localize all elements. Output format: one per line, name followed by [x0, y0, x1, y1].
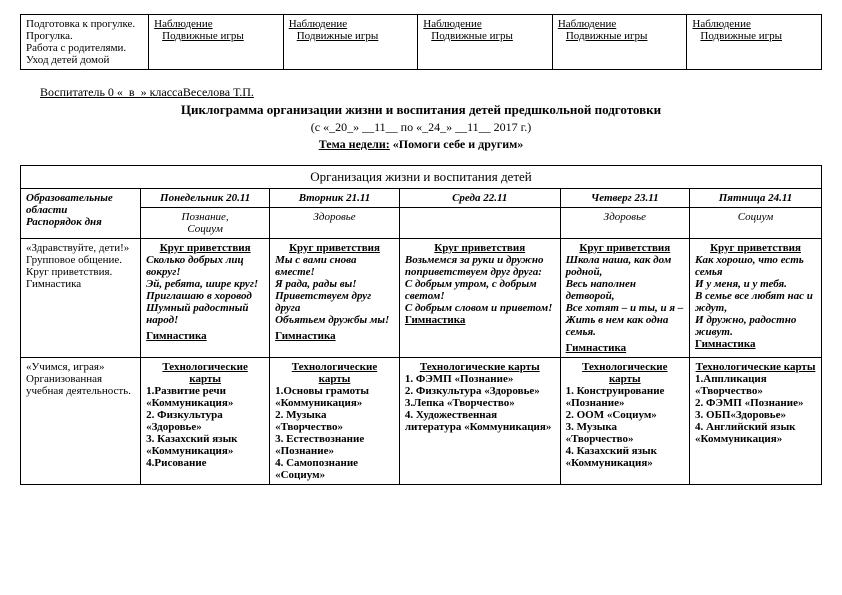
gym-label: Гимнастика [695, 338, 816, 350]
tech-label: Технологические карты [275, 361, 394, 385]
games-label: Подвижные игры [154, 30, 244, 42]
tech-tue: Технологические карты 1.Основы грамоты «… [270, 357, 400, 484]
obs-label: Наблюдение [558, 18, 616, 30]
domain-wed [399, 207, 560, 238]
greet-thu: Круг приветствия Школа наша, как дом род… [560, 238, 689, 357]
week-label: Тема недели: [319, 137, 390, 151]
greet-label: Круг приветствия [695, 242, 816, 254]
row1-left: «Здравствуйте, дети!» Групповое общение.… [21, 238, 141, 357]
greet-text: Как хорошо, что есть семьяИ у меня, и у … [695, 254, 816, 338]
greet-label: Круг приветствия [146, 242, 264, 254]
domain-tue: Здоровье [270, 207, 400, 238]
games-label: Подвижные игры [423, 30, 513, 42]
schedule-table: Организация жизни и воспитания детей Обр… [20, 165, 822, 485]
obs-cell-5: Наблюдение Подвижные игры [687, 15, 822, 70]
greet-text: Возьмемся за руки и дружно поприветствуе… [405, 254, 555, 314]
top-left-cell: Подготовка к прогулке.Прогулка.Работа с … [21, 15, 149, 70]
tech-mon: Технологические карты 1.Развитие речи «К… [141, 357, 270, 484]
tech-thu: Технологические карты 1. Конструирование… [560, 357, 689, 484]
tech-text: 1.Основы грамоты «Коммуникация»2. Музыка… [275, 385, 394, 481]
tech-fri: Технологические карты 1.Аппликация «Твор… [690, 357, 822, 484]
tech-text: 1. Конструирование «Познание»2. ООМ «Соц… [566, 385, 684, 469]
tech-label: Технологические карты [146, 361, 264, 385]
obs-cell-3: Наблюдение Подвижные игры [418, 15, 553, 70]
teacher-line: Воспитатель 0 «_в_» классаВеселова Т.П. [20, 84, 822, 101]
col0-header: Образовательные областиРаспорядок дня [21, 188, 141, 238]
gym-label: Гимнастика [146, 330, 264, 342]
tech-label: Технологические карты [566, 361, 684, 385]
obs-label: Наблюдение [423, 18, 481, 30]
doc-title: Циклограмма организации жизни и воспитан… [20, 101, 822, 119]
domain-mon: Познание,Социум [141, 207, 270, 238]
row2-left: «Учимся, играя»Организованная учебная де… [21, 357, 141, 484]
gym-label: Гимнастика [566, 342, 684, 354]
obs-cell-1: Наблюдение Подвижные игры [149, 15, 284, 70]
org-title: Организация жизни и воспитания детей [21, 165, 822, 188]
day-mon: Понедельник 20.11 [141, 188, 270, 207]
domain-fri: Социум [690, 207, 822, 238]
games-label: Подвижные игры [289, 30, 379, 42]
tech-text: 1.Развитие речи «Коммуникация»2. Физкуль… [146, 385, 264, 469]
day-fri: Пятница 24.11 [690, 188, 822, 207]
games-label: Подвижные игры [692, 30, 782, 42]
greet-tue: Круг приветствия Мы с вами снова вместе!… [270, 238, 400, 357]
header-block: Воспитатель 0 «_в_» классаВеселова Т.П. … [20, 84, 822, 153]
gym-label: Гимнастика [275, 330, 394, 342]
obs-cell-4: Наблюдение Подвижные игры [552, 15, 687, 70]
greet-mon: Круг приветствия Сколько добрых лиц вокр… [141, 238, 270, 357]
games-label: Подвижные игры [558, 30, 648, 42]
greet-label: Круг приветствия [405, 242, 555, 254]
greet-label: Круг приветствия [275, 242, 394, 254]
greet-text: Сколько добрых лиц вокруг!Эй, ребята, ши… [146, 254, 264, 326]
obs-cell-2: Наблюдение Подвижные игры [283, 15, 418, 70]
greet-text: Мы с вами снова вместе!Я рада, рады вы!П… [275, 254, 394, 326]
greet-fri: Круг приветствия Как хорошо, что есть се… [690, 238, 822, 357]
tech-label: Технологические карты [695, 361, 816, 373]
greet-wed: Круг приветствия Возьмемся за руки и дру… [399, 238, 560, 357]
obs-label: Наблюдение [692, 18, 750, 30]
day-thu: Четверг 23.11 [560, 188, 689, 207]
week-theme: «Помоги себе и другим» [393, 137, 524, 151]
obs-label: Наблюдение [289, 18, 347, 30]
obs-label: Наблюдение [154, 18, 212, 30]
day-tue: Вторник 21.11 [270, 188, 400, 207]
tech-label: Технологические карты [405, 361, 555, 373]
top-table: Подготовка к прогулке.Прогулка.Работа с … [20, 14, 822, 70]
greet-label: Круг приветствия [566, 242, 684, 254]
gym-label: Гимнастика [405, 314, 555, 326]
day-wed: Среда 22.11 [399, 188, 560, 207]
tech-wed: Технологические карты 1. ФЭМП «Познание»… [399, 357, 560, 484]
dates-line: (с «_20_» __11__ по «_24_» __11__ 2017 г… [20, 119, 822, 136]
domain-thu: Здоровье [560, 207, 689, 238]
tech-text: 1.Аппликация «Творчество»2. ФЭМП «Познан… [695, 373, 816, 445]
tech-text: 1. ФЭМП «Познание»2. Физкультура «Здоров… [405, 373, 555, 433]
greet-text: Школа наша, как дом родной,Весь наполнен… [566, 254, 684, 338]
